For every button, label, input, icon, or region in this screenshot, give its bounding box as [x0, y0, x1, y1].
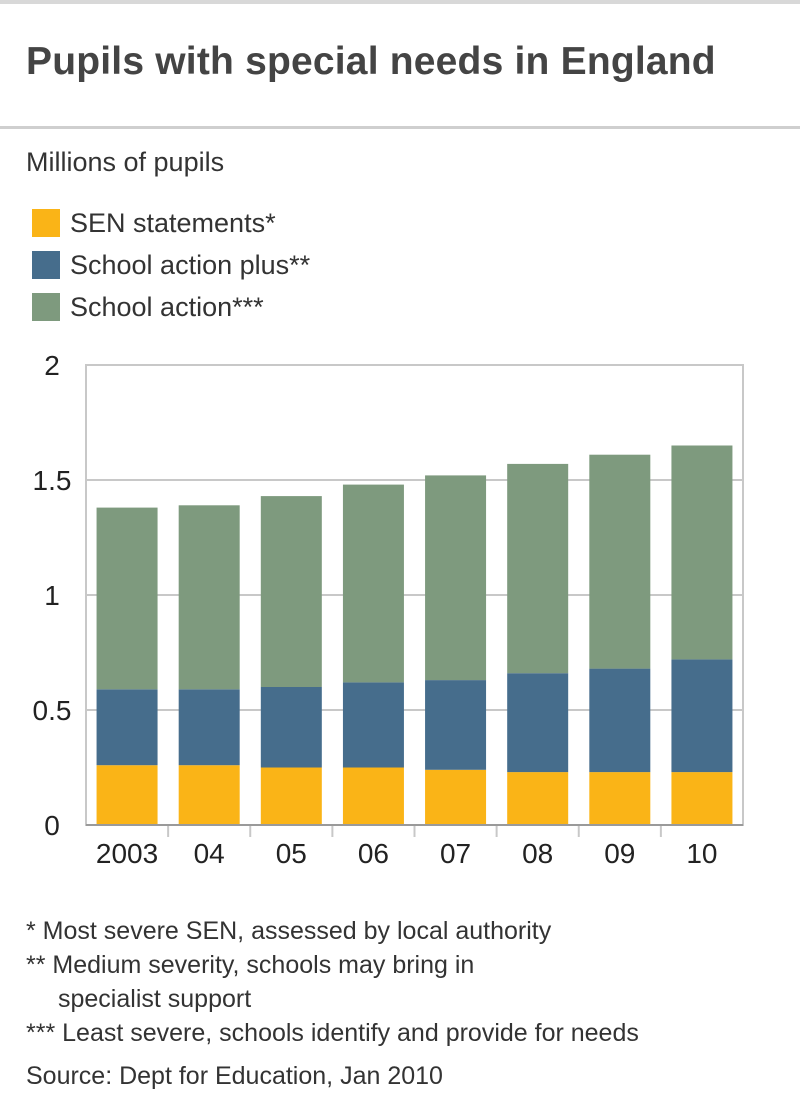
bar-segment-sen-statements	[260, 767, 322, 825]
bar-segment-school-action-plus	[96, 689, 158, 766]
x-tick-label: 06	[358, 838, 389, 869]
footnote-school-action-plus: ** Medium severity, schools may bring in…	[26, 951, 475, 1013]
legend-label: SEN statements*	[70, 207, 276, 238]
legend-item-sen-statements: SEN statements*	[32, 202, 310, 244]
stacked-bar-chart: 0 0.5 1 1.5 2 2003 04 05 06 07 08 09 10	[33, 350, 744, 869]
title-divider	[0, 126, 800, 129]
chart-title: Pupils with special needs in England	[26, 40, 716, 83]
bar-segment-school-action	[342, 484, 404, 683]
bar-segment-school-action-plus	[425, 680, 487, 770]
y-tick-label: 1	[44, 580, 60, 611]
bar-segment-school-action	[96, 507, 158, 690]
bar-segment-school-action	[671, 445, 733, 660]
bar-segment-sen-statements	[96, 765, 158, 825]
bar-segment-sen-statements	[425, 769, 487, 825]
legend-label: School action plus**	[70, 249, 311, 280]
bar-segment-school-action-plus	[507, 673, 569, 773]
footnote-school-action: *** Least severe, schools identify and p…	[26, 1019, 639, 1047]
bar-segment-school-action	[178, 505, 240, 690]
y-axis-units-label: Millions of pupils	[26, 147, 225, 177]
bar-segment-school-action	[507, 463, 569, 674]
bar-segment-school-action-plus	[342, 682, 404, 768]
top-rule	[0, 0, 800, 4]
bar-segment-school-action-plus	[589, 668, 651, 773]
legend-item-school-action-plus: School action plus**	[32, 244, 310, 286]
bar-segment-sen-statements	[589, 772, 651, 825]
bar-segment-school-action	[260, 496, 322, 687]
x-tick-label: 10	[686, 838, 717, 869]
bar-segment-sen-statements	[178, 765, 240, 825]
source-note: Source: Dept for Education, Jan 2010	[26, 1062, 443, 1090]
legend-swatch-sen-statements	[32, 209, 60, 237]
bar-segment-sen-statements	[342, 767, 404, 825]
y-tick-label: 0.5	[33, 695, 72, 726]
legend: SEN statements* School action plus** Sch…	[32, 202, 310, 328]
x-tick-label: 08	[522, 838, 553, 869]
x-tick-label: 2003	[96, 838, 158, 869]
bar-segment-school-action-plus	[260, 687, 322, 768]
x-tick-label: 09	[604, 838, 635, 869]
bar-segment-school-action-plus	[178, 689, 240, 766]
bar-segment-sen-statements	[671, 772, 733, 825]
bar-segment-school-action	[589, 454, 651, 669]
legend-item-school-action: School action***	[32, 286, 310, 328]
y-tick-label: 0	[44, 810, 60, 841]
x-tick-label: 05	[276, 838, 307, 869]
y-tick-label: 2	[44, 350, 60, 381]
legend-label: School action***	[70, 291, 264, 322]
bar-segment-school-action	[425, 475, 487, 681]
legend-swatch-school-action	[32, 293, 60, 321]
footnote-sen-statements: * Most severe SEN, assessed by local aut…	[26, 917, 552, 945]
y-tick-label: 1.5	[33, 465, 72, 496]
footnotes: * Most severe SEN, assessed by local aut…	[26, 914, 786, 1050]
legend-swatch-school-action-plus	[32, 251, 60, 279]
x-tick-label: 04	[194, 838, 225, 869]
bar-segment-sen-statements	[507, 772, 569, 825]
x-tick-label: 07	[440, 838, 471, 869]
bar-segment-school-action-plus	[671, 659, 733, 773]
